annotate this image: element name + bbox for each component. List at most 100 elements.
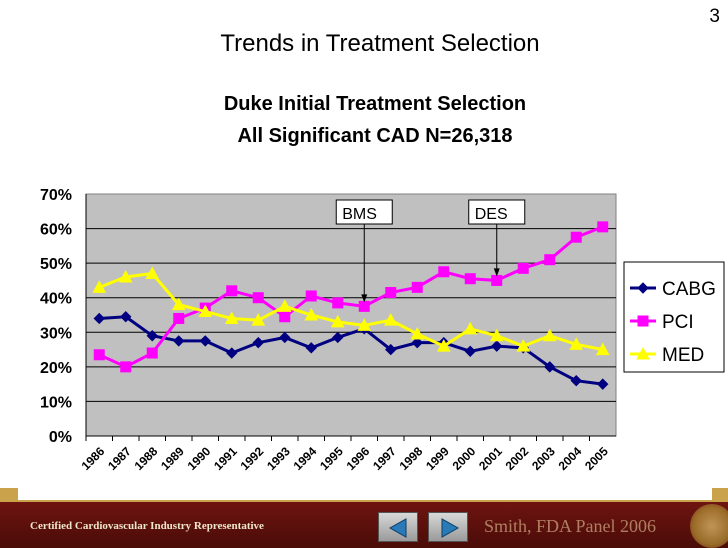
x-tick-label: 2002	[503, 444, 532, 473]
data-point-pci	[570, 231, 582, 243]
x-tick-label: 2001	[476, 444, 505, 473]
data-point-pci	[146, 347, 158, 359]
x-tick-label: 1989	[158, 444, 187, 473]
chart-subtitle: All Significant CAD N=26,318	[237, 125, 512, 147]
data-point-cabg	[491, 340, 503, 352]
y-tick-label: 0%	[49, 429, 72, 446]
data-point-med	[224, 311, 239, 324]
data-point-med	[569, 337, 584, 350]
x-tick-label: 1986	[79, 444, 108, 473]
x-tick-label: 1988	[132, 444, 161, 473]
data-point-med	[383, 313, 398, 326]
x-tick-label: 2004	[556, 444, 585, 473]
x-tick-label: 2000	[450, 444, 479, 473]
y-tick-label: 10%	[40, 394, 72, 411]
seal-icon	[690, 504, 728, 548]
next-slide-button[interactable]	[428, 512, 468, 542]
data-point-cabg	[385, 343, 397, 356]
y-tick-label: 40%	[40, 291, 72, 308]
data-point-med	[277, 299, 292, 312]
data-point-med	[118, 269, 133, 283]
data-point-med	[410, 326, 425, 340]
data-point-pci	[544, 254, 556, 266]
data-point-pci	[464, 273, 476, 285]
footer-bar: Certified Cardiovascular Industry Repres…	[0, 500, 728, 548]
data-point-cabg	[279, 331, 291, 344]
data-point-cabg	[252, 336, 264, 349]
x-tick-label: 1994	[291, 444, 320, 473]
data-point-cabg	[332, 331, 344, 344]
data-point-med	[542, 328, 557, 342]
data-point-med	[251, 313, 266, 326]
data-point-med	[92, 280, 107, 293]
right-triangle-icon	[441, 518, 460, 538]
x-tick-label: 1992	[238, 444, 267, 473]
x-tick-label: 1993	[264, 444, 293, 473]
data-point-cabg	[226, 347, 238, 359]
data-point-cabg	[411, 336, 423, 349]
footer-accent-left	[0, 488, 18, 500]
previous-slide-button[interactable]	[378, 512, 418, 542]
data-point-pci	[385, 287, 397, 299]
data-point-pci	[332, 297, 344, 309]
data-point-pci	[411, 281, 423, 293]
footer-caption: Certified Cardiovascular Industry Repres…	[30, 520, 264, 532]
data-point-cabg	[305, 342, 317, 354]
legend-marker-cabg	[637, 282, 649, 294]
data-point-pci	[252, 292, 264, 304]
y-tick-label: 70%	[40, 187, 72, 204]
x-tick-label: 1996	[344, 444, 373, 473]
y-tick-label: 60%	[40, 222, 72, 239]
data-point-pci	[279, 311, 291, 323]
data-point-med	[463, 321, 478, 335]
left-triangle-icon	[388, 518, 407, 538]
slide-title: Trends in Treatment Selection	[220, 30, 540, 57]
data-point-pci	[491, 274, 503, 286]
data-point-med	[171, 297, 186, 311]
line-chart: Duke Initial Treatment Selection All Sign…	[40, 93, 725, 473]
y-tick-label: 20%	[40, 360, 72, 377]
data-point-pci	[173, 312, 185, 324]
data-point-cabg	[120, 311, 132, 323]
data-point-pci	[93, 349, 105, 361]
x-tick-label: 1987	[105, 444, 134, 473]
slide-number: 3	[709, 6, 720, 27]
x-tick-label: 1997	[370, 444, 399, 473]
annotation-box	[468, 199, 526, 225]
data-point-pci	[517, 262, 529, 274]
data-point-pci	[120, 361, 132, 373]
data-point-pci	[597, 221, 609, 233]
data-point-cabg	[146, 330, 158, 342]
data-point-pci	[305, 290, 317, 302]
data-point-cabg	[597, 378, 609, 390]
data-point-med	[489, 328, 504, 342]
annotation-label: BMS	[342, 206, 377, 223]
legend-marker-pci	[637, 315, 649, 327]
data-point-med	[304, 307, 319, 321]
plot-area	[85, 193, 617, 437]
x-tick-label: 2005	[582, 444, 611, 473]
legend-label-med: MED	[662, 345, 704, 366]
data-point-pci	[358, 300, 370, 312]
x-tick-label: 2003	[529, 444, 558, 473]
data-point-cabg	[464, 345, 476, 358]
chart-title: Duke Initial Treatment Selection	[224, 93, 526, 115]
legend-label-pci: PCI	[662, 312, 694, 333]
x-tick-label: 1991	[211, 444, 240, 473]
x-tick-label: 1995	[317, 444, 346, 473]
annotation-arrow-head	[493, 268, 500, 277]
data-point-cabg	[173, 335, 185, 347]
annotation-box	[335, 199, 393, 225]
data-point-cabg	[199, 335, 211, 347]
data-point-med	[516, 339, 531, 352]
x-tick-label: 1998	[397, 444, 426, 473]
data-point-med	[198, 304, 213, 318]
x-tick-label: 1990	[185, 444, 214, 473]
legend-label-cabg: CABG	[662, 279, 716, 300]
data-point-med	[436, 339, 451, 352]
data-point-cabg	[93, 312, 105, 325]
y-tick-label: 30%	[40, 325, 72, 342]
legend-marker-med	[636, 346, 650, 360]
data-point-med	[595, 342, 610, 356]
footer-accent-right	[712, 488, 728, 500]
